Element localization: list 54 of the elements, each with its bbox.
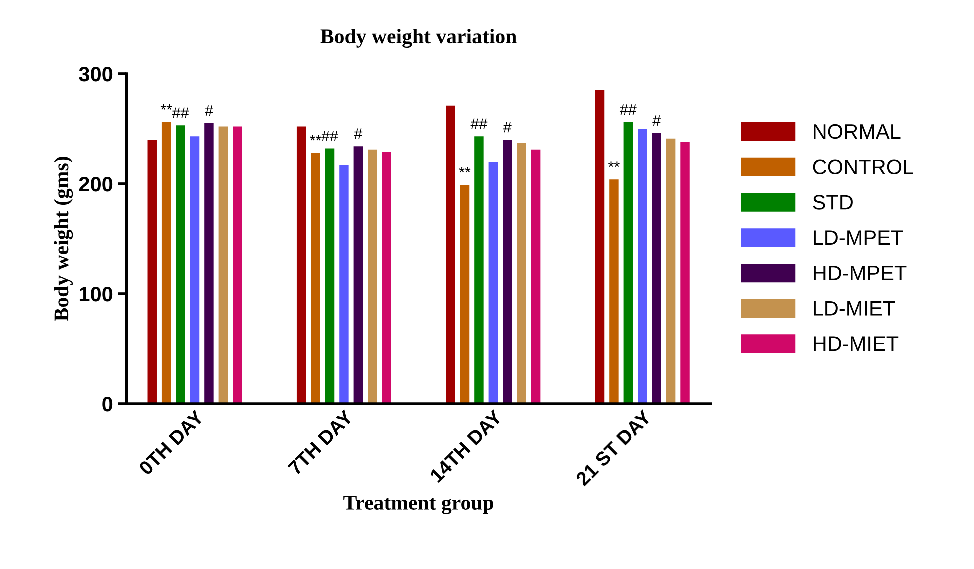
bar [368,150,378,404]
bar [162,122,172,404]
bar [311,153,320,404]
chart-title: Body weight variation [320,28,517,48]
bar [680,142,690,404]
legend-label: CONTROL [813,160,914,175]
y-tick-label: 300 [79,66,113,82]
annotation: ## [470,118,488,130]
legend-label: LD-MPET [814,230,904,246]
bar [190,136,200,404]
bar [460,185,470,404]
bar [503,140,512,404]
bar [325,148,335,404]
bar [218,126,228,404]
bar [666,138,676,404]
bar [474,136,484,404]
bar [446,106,456,404]
bar [517,143,526,404]
annotation: # [503,122,512,133]
legend-label: HD-MIET [814,336,899,352]
bar [652,133,662,404]
annotation: # [354,128,363,140]
annotation: ** [608,162,620,168]
bar [531,150,541,404]
annotation: ## [322,130,338,142]
annotation: ## [620,104,637,116]
bar [176,126,186,404]
annotation: ## [172,108,190,118]
x-axis-title: Treatment group [344,496,494,514]
y-tick-label: 200 [79,176,113,192]
bar [610,180,619,404]
bar [204,123,214,404]
bar [296,126,306,404]
legend-label: HD-MPET [814,266,907,280]
y-tick-label: 100 [80,286,113,302]
annotation: ** [160,104,172,110]
annotation: ** [459,167,471,173]
bar [148,140,157,404]
bar [340,165,349,404]
y-tick-label: 0 [102,396,113,412]
annotation: # [652,116,662,126]
legend-label: NORMAL [814,124,901,140]
bar [233,126,242,404]
y-axis-title: Body weight (gms) [54,157,74,322]
annotation: # [205,106,214,116]
legend-label: LD-MIET [814,301,896,316]
bar [354,146,364,404]
bar [382,152,392,404]
bar [488,162,498,404]
bar [624,122,634,404]
bar [638,128,648,404]
legend-label: STD [813,195,853,210]
bar [595,90,605,404]
annotation: ** [310,135,322,141]
